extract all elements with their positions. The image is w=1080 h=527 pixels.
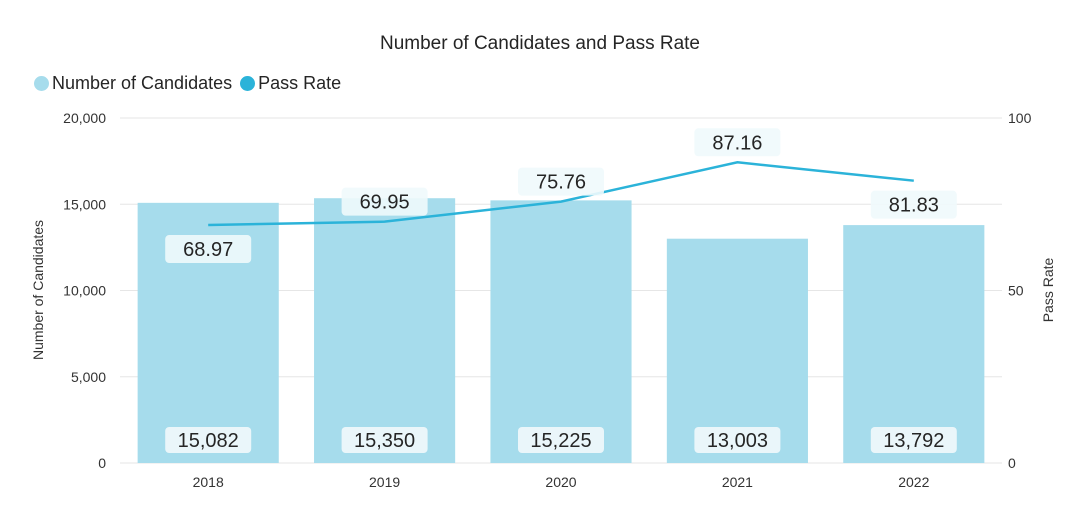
x-tick-label: 2019: [369, 474, 400, 490]
line-data-label: 75.76: [536, 172, 586, 194]
y-tick-label: 0: [98, 455, 106, 471]
line-label-box: [694, 128, 781, 157]
y-tick-label: 15,000: [63, 196, 106, 212]
line-label-box: [870, 190, 957, 219]
line-label-box: [165, 235, 252, 264]
y2-tick-label: 100: [1008, 110, 1032, 126]
bar-label-box: [518, 427, 604, 453]
bar-2020: [490, 200, 632, 463]
y-tick-label: 5,000: [71, 369, 106, 385]
x-tick-label: 2020: [545, 474, 576, 490]
line-label-box: [341, 187, 428, 216]
legend-label-pass-rate: Pass Rate: [258, 73, 342, 93]
line-label-box: [518, 167, 604, 196]
bar-data-label: 13,792: [883, 430, 944, 452]
x-tick-label: 2022: [898, 474, 929, 490]
chart-title: Number of Candidates and Pass Rate: [379, 33, 700, 54]
bar-data-label: 13,003: [707, 430, 768, 452]
bar-2019: [314, 198, 456, 463]
bar-2022: [843, 225, 985, 463]
bar-2021: [666, 238, 808, 463]
bar-data-label: 15,082: [178, 430, 239, 452]
x-tick-label: 2021: [722, 474, 753, 490]
y2-tick-label: 0: [1008, 455, 1016, 471]
bar-label-box: [341, 427, 428, 453]
legend: Number of Candidates Pass Rate: [34, 73, 349, 94]
y-tick-label: 10,000: [63, 283, 106, 299]
x-tick-label: 2018: [193, 474, 224, 490]
bar-label-box: [165, 427, 252, 453]
line-data-label: 69.95: [360, 192, 410, 214]
line-data-label: 68.97: [183, 239, 233, 261]
pass-rate-line: [208, 161, 914, 227]
line-data-label: 87.16: [712, 132, 762, 154]
bar-label-box: [870, 427, 957, 453]
y2-tick-label: 50: [1008, 283, 1024, 299]
legend-item-pass-rate[interactable]: Pass Rate: [240, 73, 341, 94]
y-axis-title: Number of Candidates: [30, 220, 46, 360]
bar-data-label: 15,350: [354, 430, 415, 452]
legend-label-candidates: Number of Candidates: [52, 73, 233, 93]
legend-item-candidates[interactable]: Number of Candidates: [34, 73, 232, 94]
legend-swatch-pass-rate: [240, 76, 256, 91]
legend-swatch-candidates: [34, 76, 49, 91]
bar-label-box: [694, 427, 781, 453]
y2-axis-title: Pass Rate: [1040, 257, 1056, 322]
y-tick-label: 20,000: [63, 110, 106, 126]
line-data-label: 81.83: [889, 195, 939, 217]
bar-data-label: 15,225: [530, 430, 591, 452]
